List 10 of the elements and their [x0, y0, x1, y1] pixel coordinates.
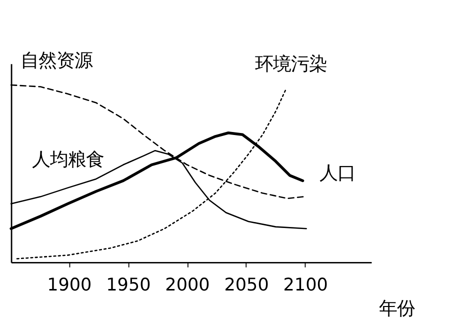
x-tick-label: 2100 — [283, 275, 328, 296]
x-tick-label: 1950 — [106, 275, 151, 296]
x-tick-label: 1900 — [47, 275, 92, 296]
x-axis-title: 年份 — [379, 298, 416, 320]
series-label: 人口 — [319, 162, 356, 184]
series-label: 人均粮食 — [32, 150, 104, 171]
x-tick-label: 2050 — [224, 275, 269, 296]
x-tick-label: 2000 — [165, 275, 210, 296]
series-label: 环境污染 — [254, 54, 327, 76]
series-label: 自然资源 — [20, 50, 92, 72]
